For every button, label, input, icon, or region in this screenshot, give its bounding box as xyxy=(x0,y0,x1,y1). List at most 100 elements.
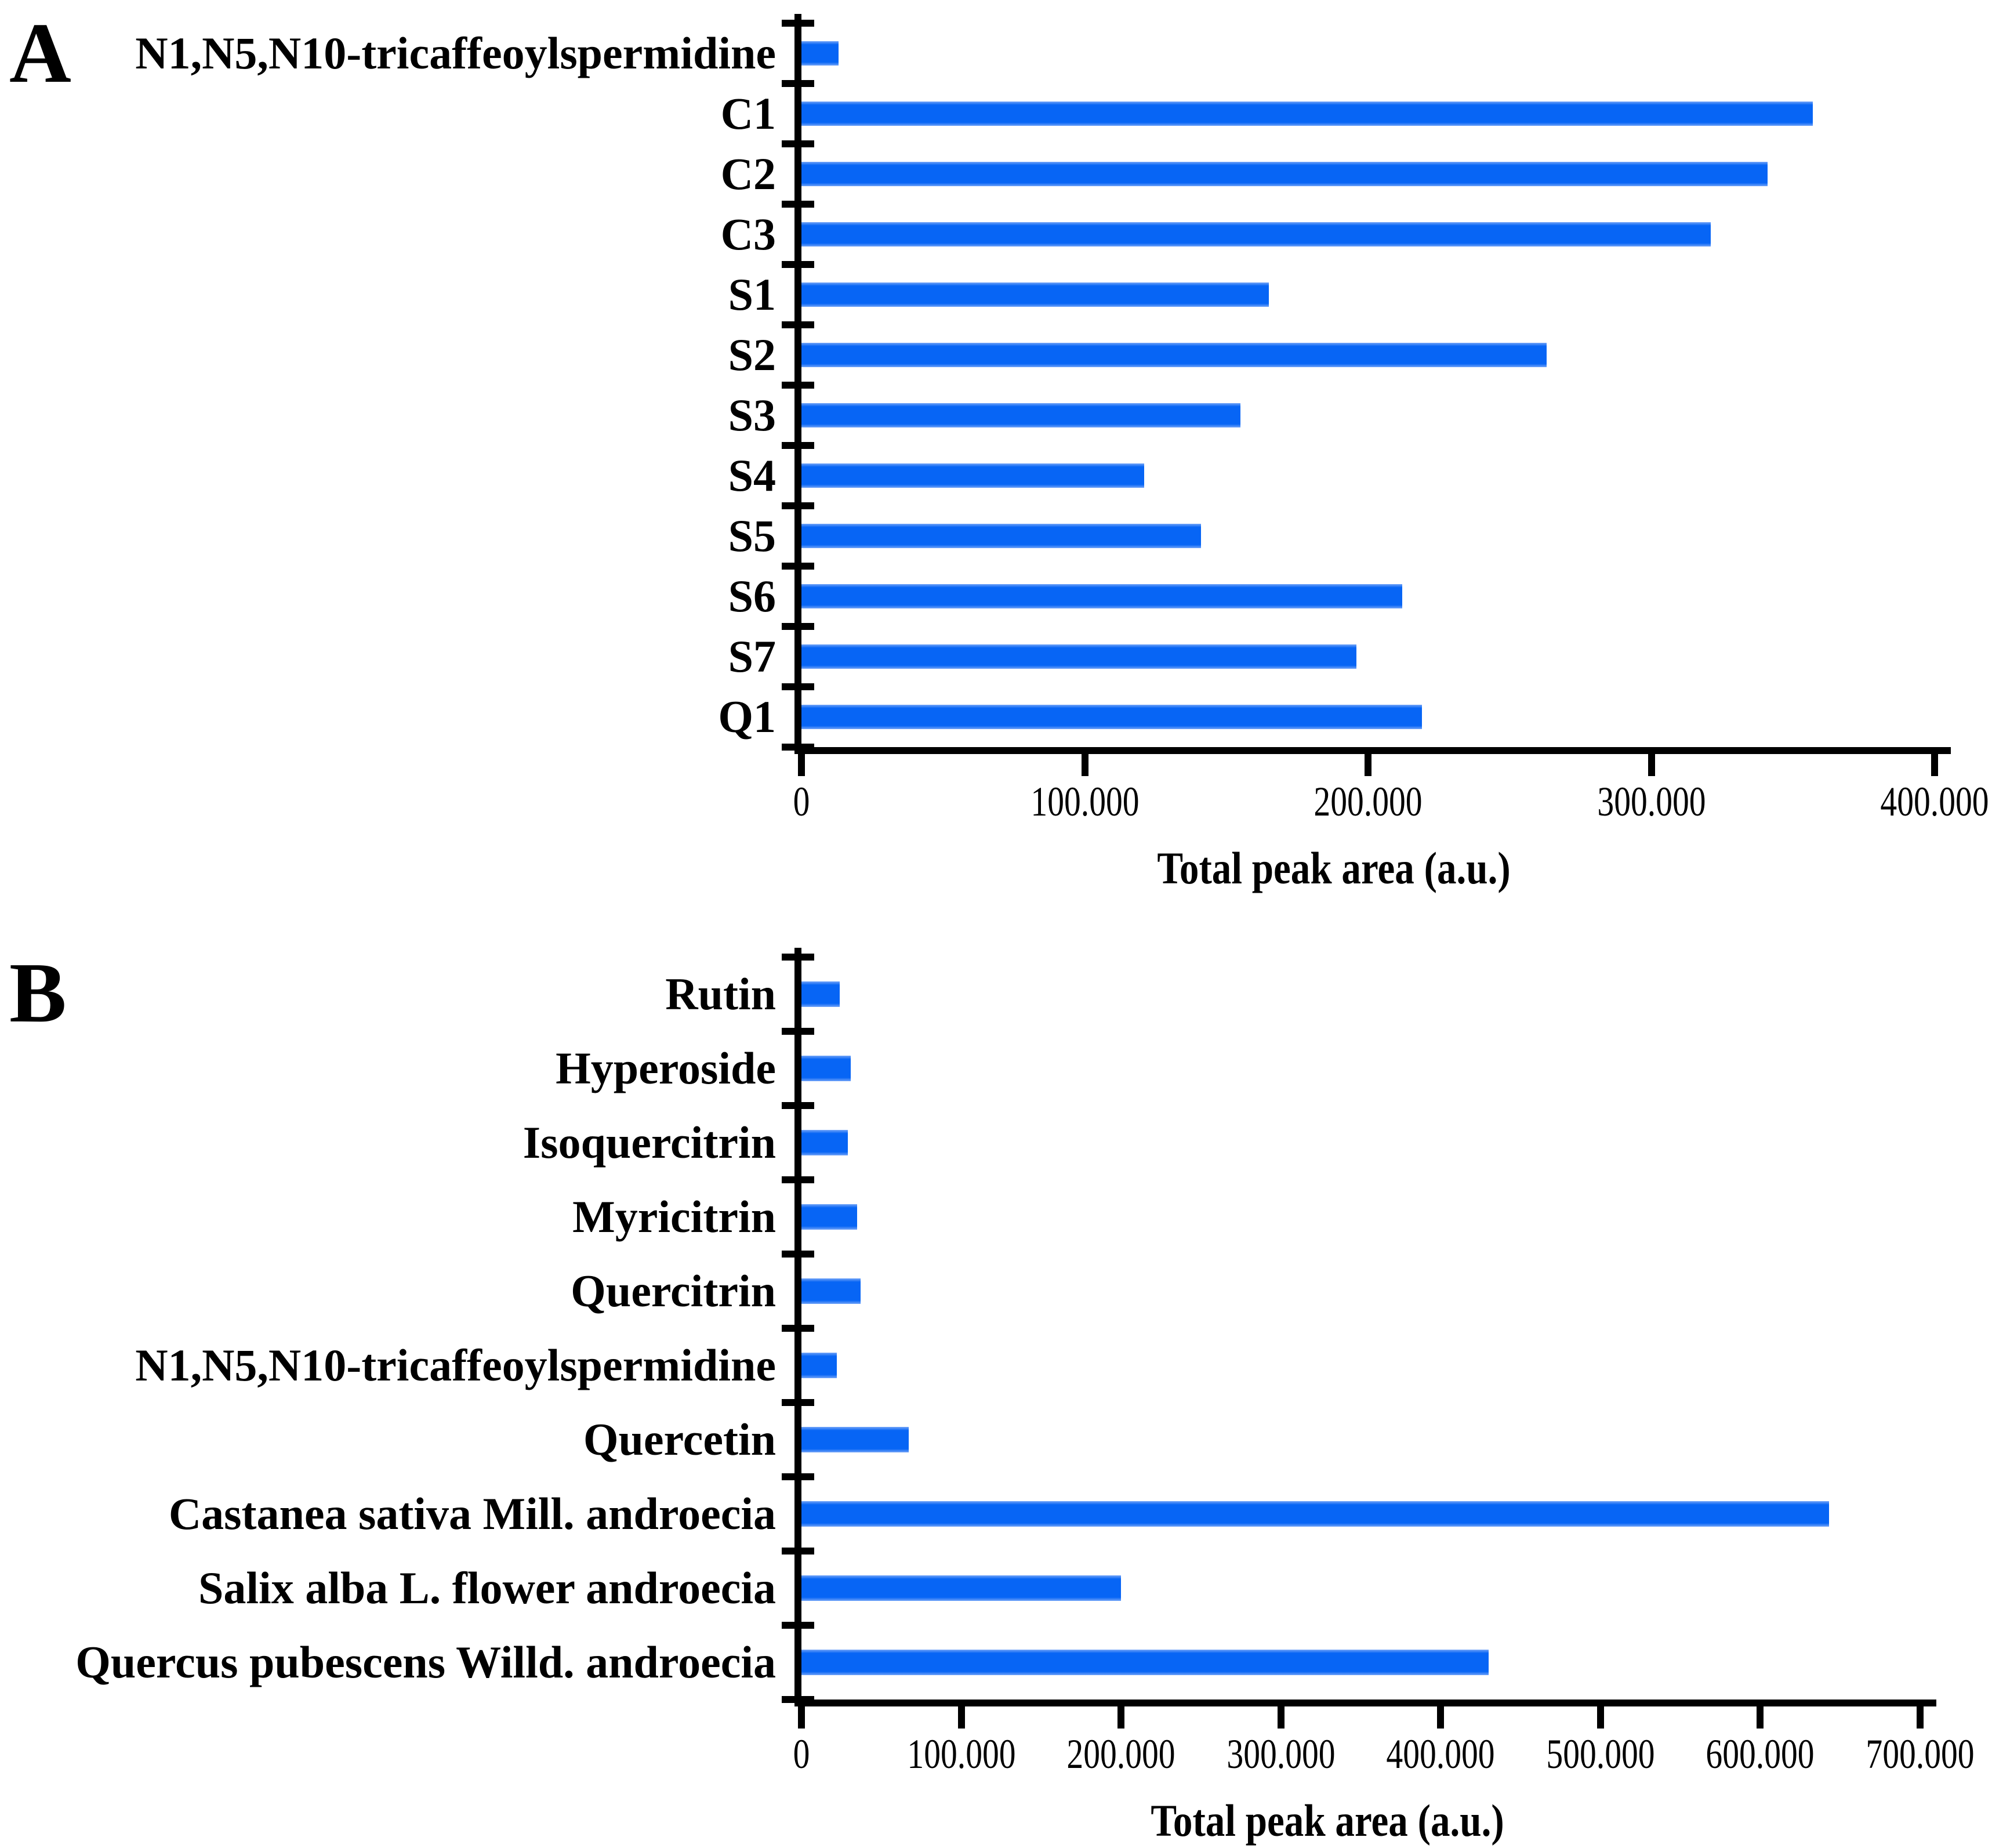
bar-row: C1 xyxy=(721,84,1935,144)
bar xyxy=(801,1204,858,1230)
x-axis-tick xyxy=(1117,1706,1125,1729)
bar xyxy=(801,1501,1829,1527)
bar xyxy=(801,524,1201,548)
x-axis-labels: 0 100.000 200.000 300.000 400.000 xyxy=(793,778,1989,839)
bar-row: Salix alba L. flower androecia xyxy=(198,1551,1920,1625)
panel-a-y-axis-line xyxy=(794,14,801,747)
panel-b-x-axis-line xyxy=(794,1700,1936,1706)
bar xyxy=(801,1427,909,1452)
category-label: Quercus pubescens Willd. androecia xyxy=(75,1637,776,1687)
x-axis-tick-label: 300.000 xyxy=(1227,1731,1336,1777)
x-axis-tick xyxy=(1365,754,1371,776)
category-label: Myricitrin xyxy=(572,1191,776,1242)
bar-row: Quercus pubescens Willd. androecia xyxy=(75,1625,1920,1700)
y-axis-tick xyxy=(782,20,814,27)
bar-row: Castanea sativa Mill. androecia xyxy=(169,1477,1920,1551)
category-label: Hyperoside xyxy=(556,1043,776,1093)
bar-rows: Rutin Hyperoside Isoquercitrin Myricitrin Qu… xyxy=(75,957,1920,1700)
y-axis-tick xyxy=(782,1028,814,1035)
bar xyxy=(801,1575,1122,1601)
x-axis-tick xyxy=(1437,1706,1445,1729)
bar xyxy=(801,403,1241,427)
bar-row: N1,N5,N10-tricaffeoylspermidine xyxy=(135,1328,1920,1403)
x-axis-labels: 0 100.000 200.000 300.000 400.000 500.000 600.… xyxy=(793,1731,1975,1791)
y-axis-tick xyxy=(782,954,814,961)
x-axis-tick-label: 300.000 xyxy=(1596,778,1706,825)
y-axis-tick xyxy=(782,140,814,147)
bar-row: S5 xyxy=(728,506,1935,566)
x-axis-tick xyxy=(1917,1706,1924,1729)
y-axis-tick xyxy=(782,1325,814,1332)
x-axis-tick-label: 100.000 xyxy=(906,1731,1016,1777)
x-axis-tick-label: 400.000 xyxy=(1386,1731,1495,1777)
y-axis-tick xyxy=(782,1548,814,1555)
bar-row: S1 xyxy=(728,264,1935,325)
category-label: S2 xyxy=(728,329,776,380)
x-axis-tick-label: 600.000 xyxy=(1706,1731,1815,1777)
y-axis-tick xyxy=(782,744,814,751)
category-label: Quercetin xyxy=(583,1414,776,1465)
category-label: N1,N5,N10-tricaffeoylspermidine xyxy=(135,1340,776,1390)
x-axis-tick-label: 0 xyxy=(793,1731,810,1777)
y-axis-tick xyxy=(782,502,814,509)
x-axis-tick xyxy=(1277,1706,1285,1729)
bar xyxy=(801,1278,861,1304)
category-label: S1 xyxy=(728,269,776,320)
category-label: C3 xyxy=(720,209,776,259)
bar-row: Q1 xyxy=(718,687,1935,747)
panel-b-letter: B xyxy=(9,945,67,1041)
panel-a-x-axis-line xyxy=(794,747,1951,754)
x-axis-tick-label: 200.000 xyxy=(1314,778,1423,825)
category-label: S5 xyxy=(728,510,776,561)
x-axis-tick-label: 200.000 xyxy=(1066,1731,1175,1777)
bar xyxy=(801,41,839,66)
bar-row: S4 xyxy=(728,445,1935,506)
bar xyxy=(801,1353,837,1378)
y-axis-tick xyxy=(782,321,814,328)
y-axis-tick xyxy=(782,683,814,690)
x-axis-tick-label: 400.000 xyxy=(1880,778,1989,825)
y-axis-tick xyxy=(782,1399,814,1406)
category-label: Q1 xyxy=(718,691,776,742)
y-axis-tick xyxy=(782,79,814,87)
bar xyxy=(801,584,1402,608)
y-axis-tick xyxy=(782,1622,814,1629)
bar-row: S7 xyxy=(728,626,1935,687)
bar-row: Hyperoside xyxy=(556,1031,1920,1106)
bar xyxy=(801,463,1145,488)
bar xyxy=(801,162,1768,186)
bar-row: Myricitrin xyxy=(572,1180,1920,1254)
category-label: N1,N5,N10-tricaffeoylspermidine xyxy=(135,28,776,78)
y-axis-tick xyxy=(782,563,814,570)
x-axis-tick-label: 500.000 xyxy=(1546,1731,1655,1777)
category-label: C1 xyxy=(720,88,776,139)
x-axis-tick xyxy=(957,1706,965,1729)
bar xyxy=(801,705,1422,729)
category-label: Quercitrin xyxy=(571,1266,776,1316)
bar xyxy=(801,1056,851,1081)
panel-a-letter: A xyxy=(9,6,71,101)
x-axis-tick xyxy=(1081,754,1088,776)
category-label: Rutin xyxy=(665,969,776,1019)
panel-b-plot: Rutin Hyperoside Isoquercitrin Myricitrin Qu… xyxy=(75,948,1975,1843)
category-label: S4 xyxy=(728,450,776,501)
bar-rows: N1,N5,N10-tricaffeoylspermidine C1 C2 C3 S1 S… xyxy=(135,23,1935,747)
bar xyxy=(801,1130,848,1155)
bar-row: Quercetin xyxy=(583,1403,1920,1477)
bar-row: N1,N5,N10-tricaffeoylspermidine xyxy=(135,23,1935,84)
x-axis-tick-label: 0 xyxy=(793,778,810,825)
bar-row: Quercitrin xyxy=(571,1254,1920,1328)
y-axis-tick xyxy=(782,260,814,268)
bar-row: Isoquercitrin xyxy=(523,1106,1920,1180)
y-axis-tick xyxy=(782,623,814,630)
x-axis-tick xyxy=(1931,754,1938,776)
bar xyxy=(801,1650,1489,1675)
bar xyxy=(801,102,1813,126)
y-axis-tick xyxy=(782,1251,814,1258)
x-axis-title-text: Total peak area (a.u.) xyxy=(1157,843,1511,893)
bar xyxy=(801,981,840,1007)
category-label: Salix alba L. flower androecia xyxy=(198,1563,776,1613)
category-label: S6 xyxy=(728,571,776,621)
bar-row: S2 xyxy=(728,325,1935,385)
